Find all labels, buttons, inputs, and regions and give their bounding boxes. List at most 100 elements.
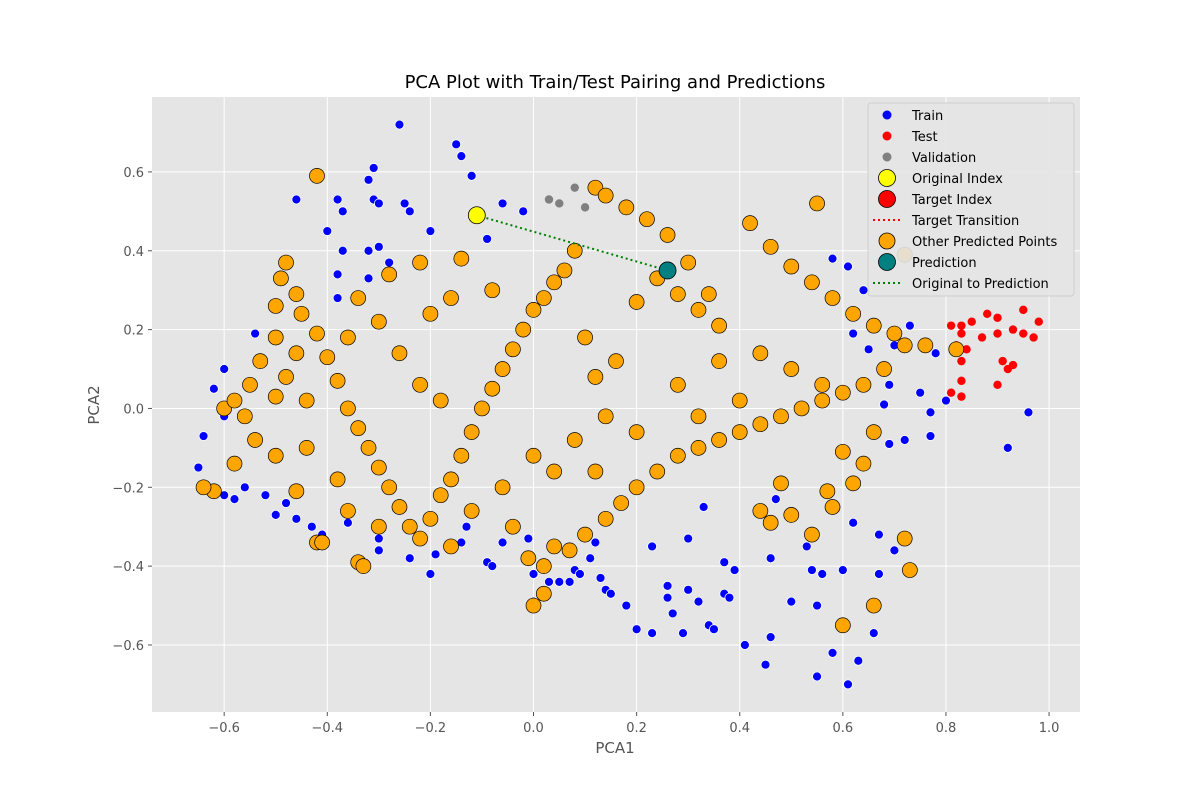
other-predicted-points-point	[700, 286, 717, 302]
other-predicted-points-point	[577, 526, 593, 543]
train-point	[399, 198, 410, 209]
train-point	[260, 490, 271, 501]
test-point	[962, 345, 971, 354]
train-point	[868, 628, 879, 639]
train-point	[270, 509, 281, 520]
other-predicted-points-point	[226, 392, 243, 409]
other-predicted-points-point	[288, 286, 305, 302]
other-predicted-points-point	[845, 305, 862, 322]
other-predicted-points-point	[350, 290, 367, 306]
other-predicted-points-point	[453, 250, 470, 267]
train-point	[930, 348, 941, 359]
other-predicted-points-point	[432, 487, 449, 504]
test-point	[993, 313, 1002, 322]
other-predicted-points-point	[793, 400, 810, 417]
train-point	[322, 226, 333, 236]
legend-frame	[867, 102, 1075, 297]
legend-label: Original Index	[912, 172, 1003, 187]
train-point	[451, 139, 462, 150]
train-point	[729, 565, 740, 575]
train-point	[554, 577, 565, 587]
other-predicted-points-point	[809, 195, 825, 212]
other-predicted-points-point	[762, 514, 779, 531]
test-point	[946, 321, 956, 330]
test-point	[977, 333, 987, 342]
other-predicted-points-point	[535, 290, 552, 306]
other-predicted-points-point	[613, 495, 630, 511]
other-predicted-points-point	[422, 510, 439, 527]
train-point	[647, 541, 657, 552]
other-predicted-points-point	[546, 274, 562, 291]
other-predicted-points-point	[783, 361, 800, 377]
other-predicted-points-point	[278, 369, 294, 385]
train-point	[801, 541, 812, 552]
train-point	[709, 624, 719, 635]
axes: −0.6 −0.4 −0.2 0.0 0.2 0.4 0.6 0.8 1.0 −0.6 −0.4 −0…	[112, 166, 1059, 736]
other-predicted-points-point	[242, 376, 258, 393]
train-point	[724, 592, 735, 603]
other-predicted-points-point	[902, 562, 918, 578]
other-predicted-points-point	[670, 447, 686, 464]
train-point	[884, 379, 895, 390]
train-point	[368, 163, 379, 173]
other-predicted-points-point	[731, 424, 748, 440]
legend-label: Prediction	[912, 256, 977, 271]
y-tick-label: 0.4	[123, 245, 144, 260]
other-predicted-points-point	[680, 254, 697, 271]
other-predicted-points-point	[628, 424, 645, 440]
other-predicted-points-point	[865, 424, 882, 440]
other-predicted-points-point	[298, 440, 315, 456]
other-predicted-points-point	[484, 282, 501, 299]
train-point	[497, 198, 508, 209]
other-predicted-points-point	[566, 242, 583, 259]
other-predicted-points-point	[639, 211, 655, 228]
train-point	[683, 584, 694, 595]
other-predicted-points-point	[494, 361, 511, 377]
legend-label: Test	[911, 130, 938, 145]
train-point	[373, 533, 384, 544]
x-tick-label: 1.0	[1039, 721, 1060, 736]
train-point	[528, 569, 539, 579]
legend-label: Train	[911, 109, 943, 124]
other-predicted-points-point	[597, 408, 614, 425]
other-predicted-points-point	[773, 475, 789, 492]
train-point	[363, 273, 374, 284]
other-predicted-points-point	[391, 499, 408, 515]
train-point	[884, 439, 895, 449]
other-predicted-points-point	[865, 317, 882, 334]
other-predicted-points-point	[628, 479, 645, 496]
train-point	[760, 659, 771, 670]
other-predicted-points-point	[329, 372, 346, 389]
train-point	[621, 600, 632, 611]
other-predicted-points-point	[886, 325, 903, 342]
y-tick-label: 0.6	[123, 166, 144, 181]
x-tick-label: 0.4	[729, 721, 750, 736]
other-predicted-points-point	[834, 617, 851, 634]
other-predicted-points-point	[783, 258, 800, 275]
validation-point	[580, 203, 590, 212]
other-predicted-points-point	[391, 345, 408, 362]
other-predicted-points-point	[267, 298, 284, 314]
other-predicted-points-point	[350, 420, 367, 437]
legend-label: Target Index	[911, 193, 992, 208]
other-predicted-points-point	[896, 337, 913, 354]
test-point	[998, 356, 1007, 366]
other-predicted-points-point	[773, 408, 789, 425]
train-point	[698, 502, 709, 512]
other-predicted-points-point	[670, 286, 686, 302]
train-point	[461, 521, 472, 532]
other-predicted-points-point	[432, 392, 449, 409]
train-point	[874, 569, 884, 579]
legend-swatch-test	[882, 131, 892, 141]
other-predicted-points-point	[876, 361, 892, 377]
other-predicted-points-point	[360, 440, 377, 456]
train-point	[807, 565, 817, 575]
train-point	[786, 596, 797, 607]
other-predicted-points-point	[814, 392, 831, 409]
prediction-point	[658, 261, 677, 280]
train-point	[198, 431, 209, 441]
train-point	[487, 561, 498, 572]
other-predicted-points-point	[329, 471, 346, 488]
other-predicted-points-point	[783, 507, 800, 523]
